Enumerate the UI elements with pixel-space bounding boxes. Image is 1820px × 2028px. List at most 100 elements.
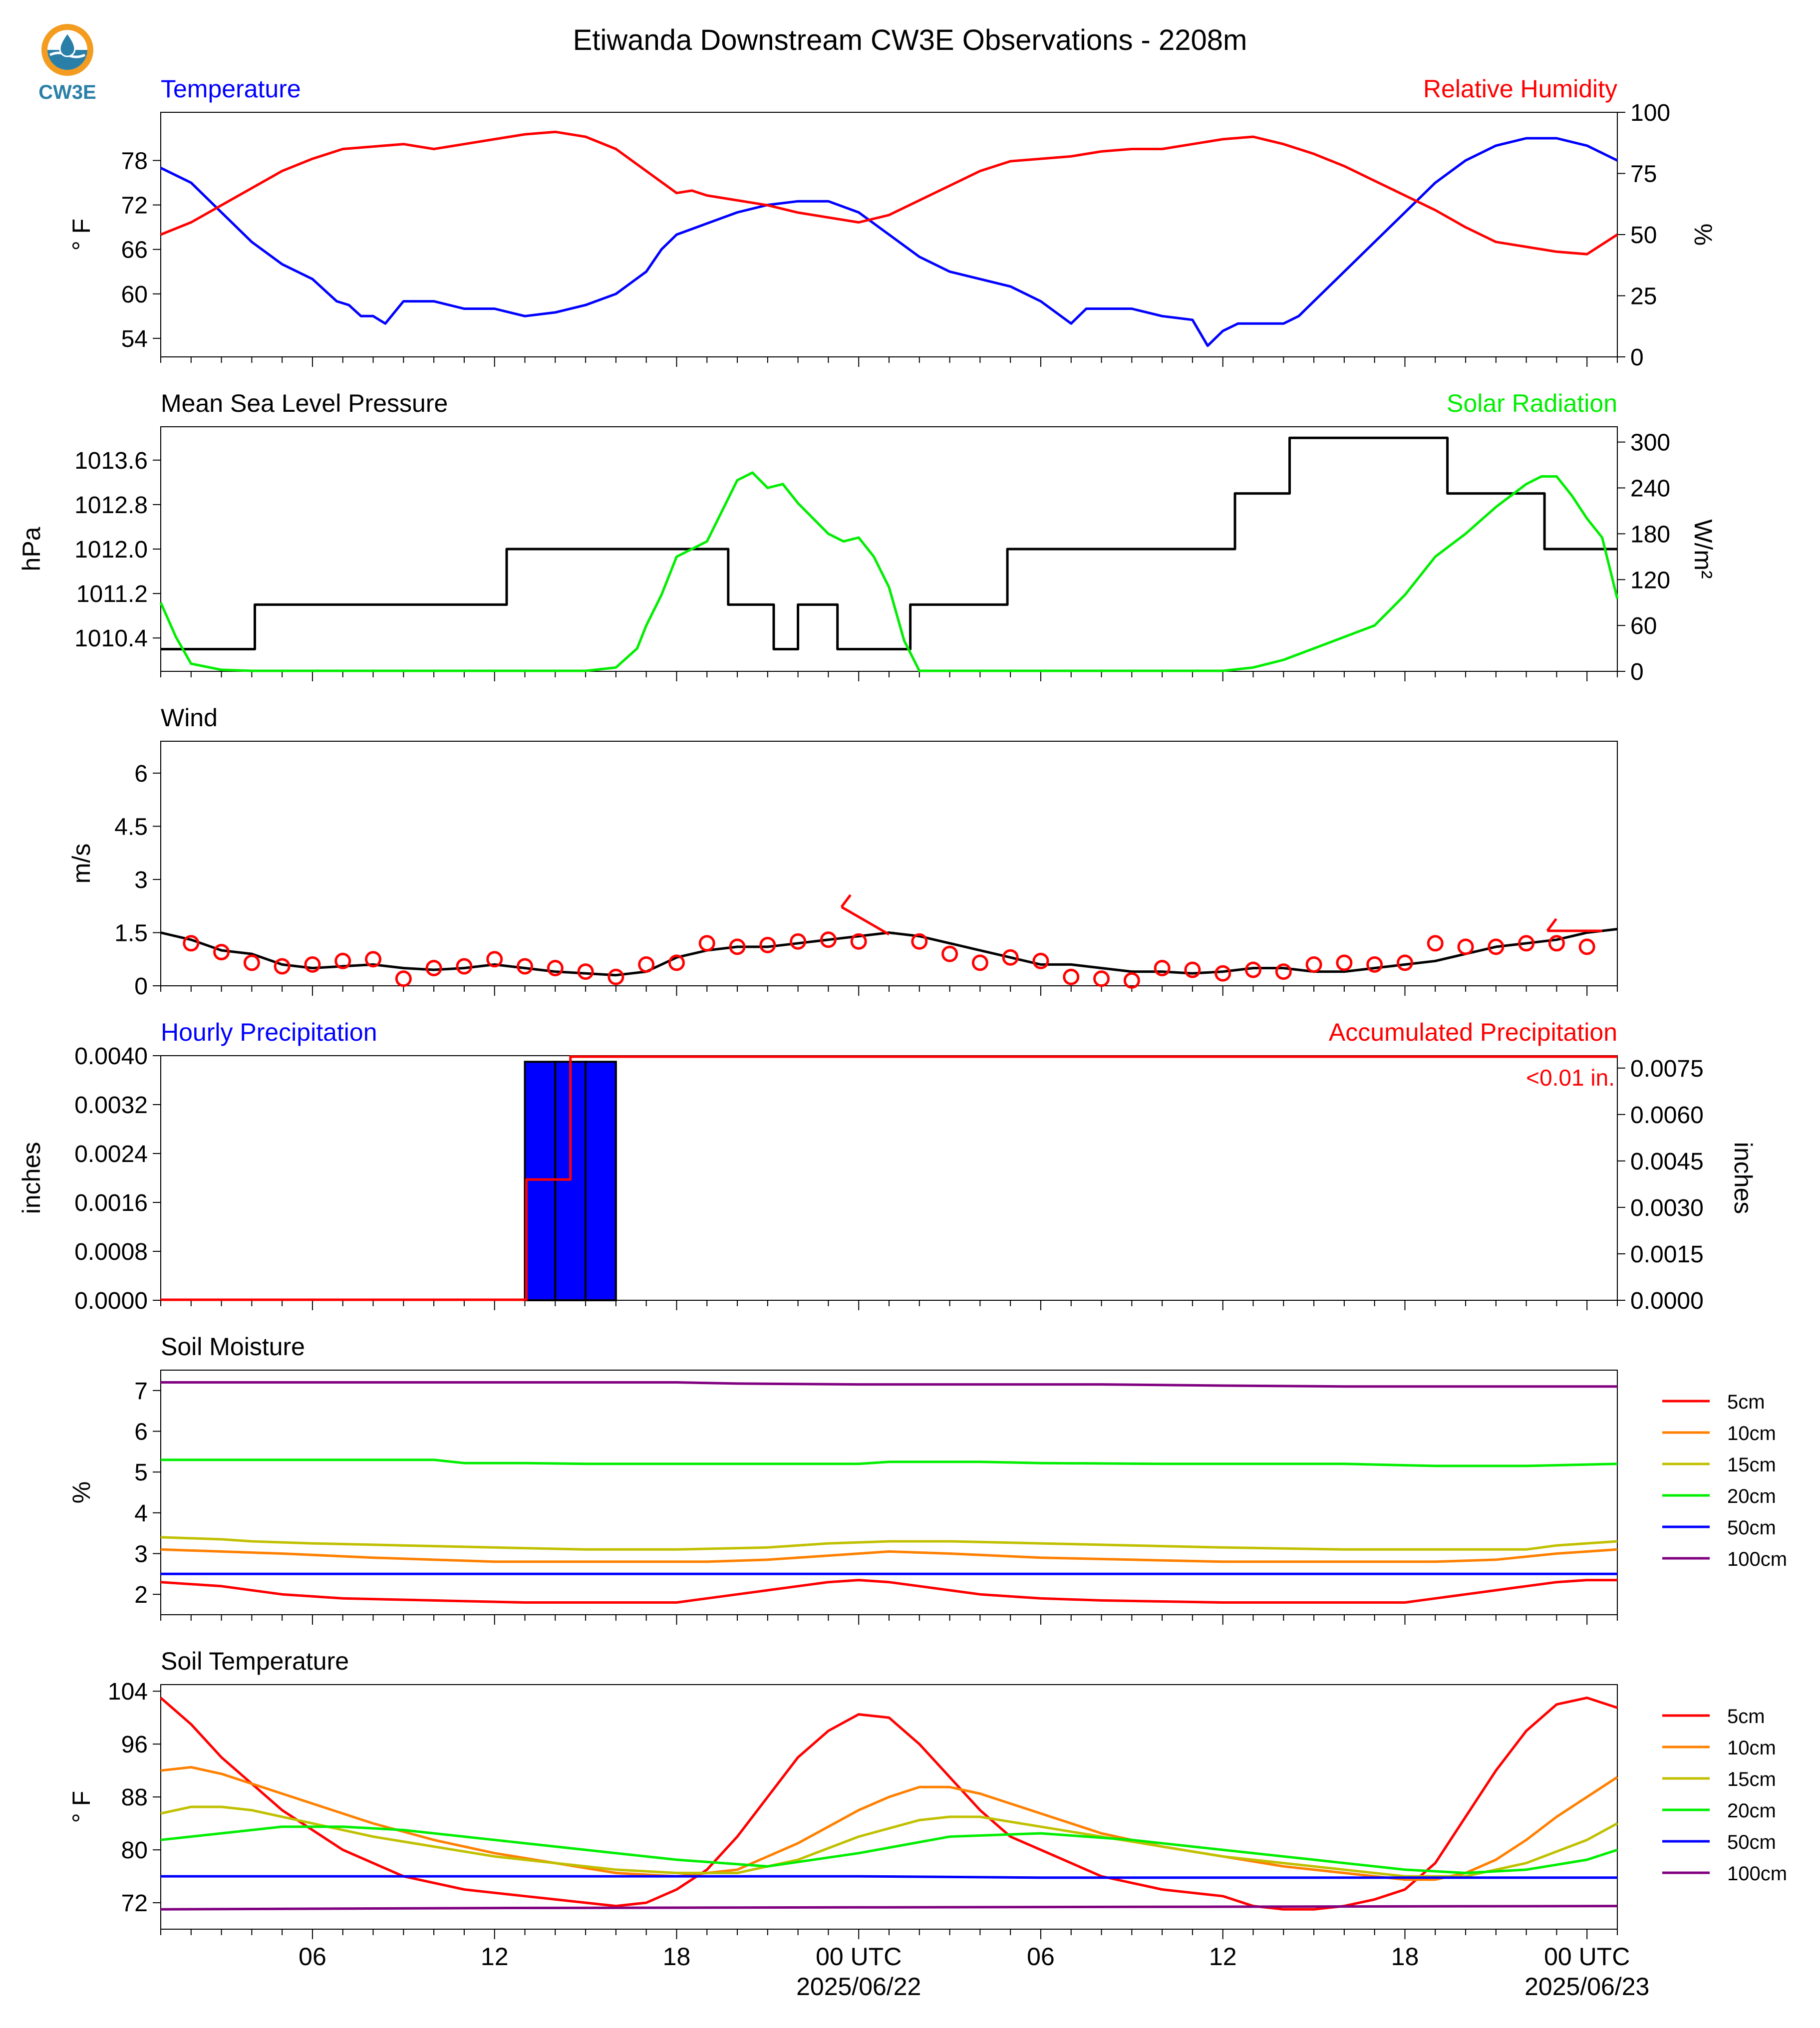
y-tick-label: 88 <box>121 1784 148 1811</box>
wind-calm-marker <box>1336 954 1353 971</box>
legend-label: 20cm <box>1727 1800 1776 1822</box>
panel-title-left: Wind <box>161 704 218 732</box>
y2-tick-label: 25 <box>1630 284 1657 310</box>
series-line-20cm <box>160 1825 1618 1874</box>
y2-tick-label: 100 <box>1630 100 1670 126</box>
y2-tick-label: 75 <box>1630 161 1657 188</box>
series-line-100cm <box>161 1381 1617 1388</box>
y-tick-label: 1012.0 <box>74 537 148 563</box>
y-tick-label: 60 <box>121 282 148 308</box>
wind-calm-marker <box>1154 959 1171 976</box>
y-axis-label: inches <box>17 1142 45 1214</box>
y-axis-label: hPa <box>17 527 45 571</box>
y2-tick-label: 240 <box>1630 476 1670 502</box>
series-line-10cm <box>160 1766 1618 1881</box>
wind-calm-marker <box>547 959 564 976</box>
wind-calm-marker <box>304 956 321 973</box>
wind-calm-marker <box>759 936 776 953</box>
wind-calm-marker <box>486 951 503 968</box>
precip-bar <box>524 1061 557 1301</box>
plot-frame <box>160 741 1618 986</box>
wind-barb-flag <box>840 894 852 908</box>
y-axis-label: % <box>67 1481 95 1503</box>
figure-title: Etiwanda Downstream CW3E Observations - … <box>573 24 1247 56</box>
wind-calm-marker <box>1032 952 1049 969</box>
y2-tick-label: 0.0015 <box>1630 1241 1704 1268</box>
plot-frame <box>160 426 1618 672</box>
wind-calm-marker <box>698 935 715 952</box>
wind-calm-marker <box>1548 935 1565 952</box>
panel-title-left: Hourly Precipitation <box>161 1018 377 1046</box>
wind-calm-marker <box>1396 954 1413 971</box>
y-tick-label: 96 <box>121 1732 148 1758</box>
y-tick-label: 72 <box>121 1890 148 1917</box>
series-line-relative-humidity <box>160 130 1618 256</box>
series-line-mean-sea-level-pressure <box>161 436 1617 650</box>
cw3e-logo-graphic: CW3E <box>38 24 96 103</box>
panel-temperature_rh: Temperature Relative Humidity 54 60 66 72 78 ° … <box>67 75 1717 371</box>
panel-soil_temperature: Soil Temperature 72 80 88 96 104 ° F 5cm 10cm 15c… <box>67 1647 1787 2001</box>
wind-calm-marker <box>1184 961 1201 978</box>
wind-calm-marker <box>971 954 988 971</box>
wind-calm-marker <box>820 931 837 948</box>
legend-label: 100cm <box>1727 1548 1787 1570</box>
y-tick-label: 0.0024 <box>74 1141 148 1167</box>
legend-label: 10cm <box>1727 1737 1776 1759</box>
y-tick-label: 5 <box>134 1459 148 1486</box>
series-line-solar-radiation <box>159 471 1619 672</box>
y-tick-label: 72 <box>121 193 148 219</box>
y-tick-label: 1.5 <box>114 920 148 946</box>
y-tick-label: 0.0032 <box>74 1092 148 1119</box>
wind-calm-marker <box>1366 956 1383 973</box>
y2-tick-label: 0 <box>1630 659 1644 685</box>
wind-calm-marker <box>607 968 624 985</box>
y2-tick-label: 180 <box>1630 521 1670 548</box>
wind-calm-marker <box>729 938 746 955</box>
y-tick-label: 3 <box>134 867 148 893</box>
y-tick-label: 0 <box>134 973 148 1000</box>
panel-title-right: Accumulated Precipitation <box>1329 1018 1617 1046</box>
wind-calm-marker <box>638 956 655 973</box>
y2-tick-label: 0 <box>1630 344 1644 371</box>
y2-tick-label: 0.0045 <box>1630 1149 1704 1175</box>
wind-calm-marker <box>517 958 533 975</box>
wind-calm-marker <box>850 933 867 950</box>
wind-calm-marker <box>1305 956 1322 973</box>
wind-calm-marker <box>334 952 351 969</box>
series-line-15cm <box>160 1536 1618 1551</box>
panel-soil_moisture: Soil Moisture 2 3 4 5 6 7% 5cm 10cm 15cm 20cm 50cm 1… <box>67 1333 1787 1625</box>
wind-calm-marker <box>1063 968 1080 985</box>
wind-calm-marker <box>1002 949 1019 966</box>
y-tick-label: 78 <box>121 148 148 175</box>
y2-tick-label: 50 <box>1630 222 1657 249</box>
series-line-20cm <box>161 1458 1618 1467</box>
panel-title-left: Mean Sea Level Pressure <box>161 389 448 417</box>
y-tick-label: 4.5 <box>114 814 148 840</box>
y2-tick-label: 0.0060 <box>1630 1102 1704 1129</box>
y-tick-label: 2 <box>134 1582 148 1608</box>
legend-label: 15cm <box>1727 1768 1776 1790</box>
x-tick-label: 00 UTC <box>816 1943 902 1971</box>
y2-tick-label: 0.0000 <box>1630 1288 1704 1314</box>
wind-calm-marker <box>1275 963 1292 980</box>
panel-title-left: Soil Temperature <box>161 1647 349 1675</box>
series-line-accumulated-precipitation <box>161 1055 1617 1301</box>
y2-axis-label: % <box>1689 224 1717 246</box>
y-tick-label: 104 <box>108 1679 148 1705</box>
wind-calm-marker <box>425 959 442 976</box>
wind-calm-marker <box>1245 961 1261 978</box>
y-tick-label: 0.0000 <box>74 1288 148 1314</box>
wind-calm-marker <box>456 958 473 975</box>
wind-calm-marker <box>1123 972 1140 989</box>
wind-calm-marker <box>274 958 291 975</box>
wind-calm-marker <box>1093 970 1110 987</box>
y-tick-label: 80 <box>121 1837 148 1864</box>
precip-bar <box>585 1061 617 1301</box>
y-tick-label: 7 <box>134 1378 148 1405</box>
wind-calm-marker <box>1518 935 1535 952</box>
y-tick-label: 1013.6 <box>74 448 148 474</box>
legend-label: 15cm <box>1727 1454 1776 1476</box>
wind-calm-marker <box>790 933 807 950</box>
y2-axis-label: W/m² <box>1689 519 1717 579</box>
series-line-15cm <box>160 1805 1618 1878</box>
